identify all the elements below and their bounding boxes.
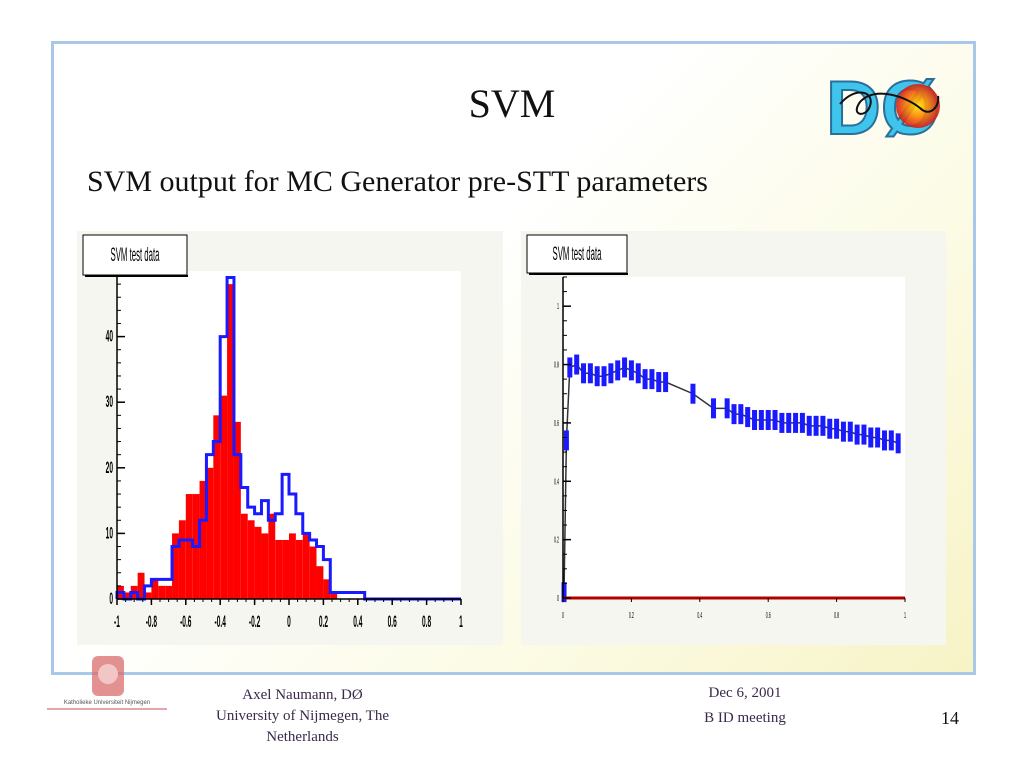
histogram-title-box [82, 234, 188, 276]
profile-plot-area [563, 277, 905, 598]
histogram-bar [268, 513, 276, 599]
histogram-bar [261, 533, 269, 599]
profile-x-tick-label: 0.2 [629, 613, 634, 621]
histogram-bar [199, 480, 207, 599]
histogram-bar [289, 533, 296, 599]
profile-x-tick-label: 0.6 [766, 613, 771, 621]
slide-subtitle: SVM output for MC Generator pre-STT para… [87, 165, 708, 198]
histogram-title: SVM test data [111, 245, 160, 266]
histogram-bar [213, 415, 221, 599]
histogram-y-tick-label: 0 [109, 588, 113, 608]
histogram-x-tick-label: 0 [287, 611, 291, 631]
histogram-x-tick-label: -0.2 [249, 611, 260, 631]
footer-author-line: Netherlands [266, 729, 339, 745]
histogram-bar [227, 284, 234, 599]
footer-date-event: Dec 6, 2001 B ID meeting [660, 683, 830, 729]
histogram-bar [323, 579, 331, 599]
histogram-bar [233, 421, 241, 599]
histogram-y-tick-label: 30 [106, 391, 113, 411]
histogram-bar [220, 395, 228, 599]
histogram-x-tick-label: 0.8 [422, 611, 431, 631]
histogram-x-tick-label: 0.6 [388, 611, 397, 631]
profile-y-tick-label: 0.8 [554, 362, 559, 370]
footer-author: Axel Naumann, DØ University of Nijmegen,… [190, 685, 415, 748]
profile-y-tick-label: 0.6 [554, 421, 559, 429]
footer-event: B ID meeting [704, 710, 786, 726]
histogram-bar [165, 585, 173, 599]
profile-y-tick-label: 0 [557, 596, 559, 604]
slide-title: SVM [468, 81, 556, 126]
histogram-bar [295, 539, 303, 599]
histogram-bar [137, 572, 145, 599]
histogram-bar [302, 533, 310, 599]
histogram-x-tick-label: 0.2 [319, 611, 328, 631]
histogram-x-tick-label: -0.8 [146, 611, 157, 631]
histogram-y-tick-label: 40 [106, 326, 113, 346]
profile-y-tick-label: 0.2 [554, 538, 559, 546]
profile-x-tick-label: 0 [562, 613, 564, 621]
histogram-bar [158, 585, 166, 599]
histogram-x-tick-label: -0.4 [215, 611, 227, 631]
histogram-bar [247, 520, 255, 599]
histogram-x-tick-label: 0.4 [353, 611, 363, 631]
histogram-y-tick-label: 10 [106, 523, 113, 543]
page-number: 14 [941, 708, 959, 728]
profile-title-box [526, 234, 628, 274]
histogram-bar [240, 513, 248, 599]
profile-title: SVM test data [553, 244, 602, 265]
d0-logo: DØ [825, 66, 941, 148]
histogram-bar [316, 566, 324, 599]
university-logo-text: Katholieke Universiteit Nijmegen [63, 700, 151, 706]
histogram-x-tick-label: -1 [114, 611, 120, 631]
profile-x-tick-label: 0.4 [697, 613, 702, 621]
histogram-bar [275, 539, 283, 599]
histogram-chart: -1 -0.8 -0.6 -0.4 -0.2 0 0.2 0.4 0.6 0.8 101020304… [82, 234, 463, 631]
profile-y-tick-label: 1 [557, 304, 559, 312]
histogram-bar [123, 592, 131, 599]
footer-date: Dec 6, 2001 [708, 685, 782, 701]
histogram-bar [282, 539, 289, 599]
histogram-bar [185, 494, 193, 599]
histogram-bar [144, 592, 152, 599]
footer-author-line: Axel Naumann, DØ [242, 687, 363, 703]
histogram-x-tick-label: -0.6 [180, 611, 191, 631]
histogram-bar [254, 526, 262, 599]
profile-y-tick-label: 0.4 [554, 479, 559, 487]
histogram-bar [330, 592, 338, 599]
histogram-bar [309, 546, 317, 599]
profile-chart: 0 0.2 0.4 0.6 0.8 1 0 0.2 0.4 0.6 0.8 1 SVM test dat… [526, 234, 906, 621]
profile-x-tick-label: 1 [904, 613, 906, 621]
histogram-y-tick-label: 20 [106, 457, 113, 477]
histogram-bar [172, 533, 179, 599]
histogram-x-tick-label: 1 [459, 611, 463, 631]
profile-x-tick-label: 0.8 [834, 613, 839, 621]
histogram-bar [178, 520, 186, 599]
university-crest-icon [47, 656, 167, 710]
histogram-bar [206, 467, 214, 599]
histogram-bar [151, 579, 159, 599]
footer-author-line: University of Nijmegen, The [215, 708, 390, 724]
